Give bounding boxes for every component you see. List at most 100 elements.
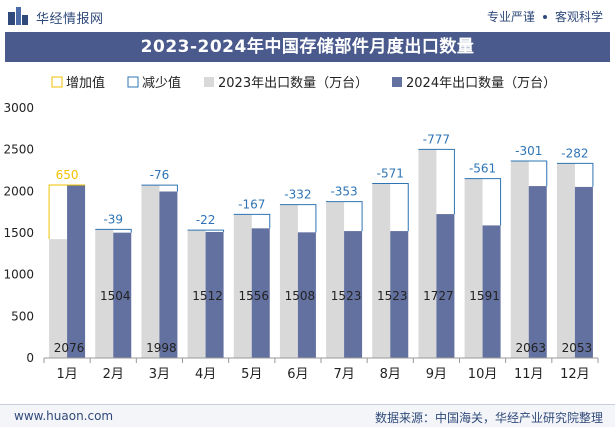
- change-label: -167: [238, 197, 265, 211]
- change-label: -301: [515, 144, 542, 158]
- change-bracket: [418, 148, 455, 215]
- change-label: -22: [196, 213, 216, 227]
- data-source: 数据来源：中国海关，华经产业研究院整理: [374, 411, 603, 425]
- legend-label-2: 减少值: [142, 75, 181, 91]
- bar-2024: [113, 232, 132, 358]
- change-bracket: [233, 213, 271, 229]
- bar-2023: [95, 229, 114, 358]
- change-label: 650: [56, 168, 79, 182]
- bar-2023: [418, 149, 437, 358]
- legend-swatch-increase: [51, 76, 63, 88]
- slogan: 专业严谨 客观科学: [487, 8, 603, 25]
- bar-2023: [464, 178, 483, 358]
- y-tick-label: 2000: [3, 184, 34, 198]
- change-bracket: [187, 229, 225, 232]
- value-label-2024: 1727: [423, 289, 454, 303]
- change-bracket: [141, 184, 178, 192]
- x-tick-label: 3月: [149, 367, 170, 382]
- change-label: -561: [469, 162, 496, 176]
- change-bracket: [510, 160, 548, 187]
- value-label-2024: 1523: [331, 289, 362, 303]
- top-bar: 华经情报网 专业严谨 客观科学: [0, 0, 615, 32]
- x-tick-label: 10月: [468, 367, 498, 382]
- bar-2023: [187, 230, 206, 358]
- x-tick-label: 2月: [103, 367, 124, 382]
- website-link[interactable]: www.huaon.com: [14, 409, 114, 423]
- value-label-2024: 1508: [285, 289, 316, 303]
- value-label-2024: 1591: [469, 289, 500, 303]
- change-label: -76: [150, 168, 170, 182]
- change-bracket: [372, 183, 409, 232]
- slogan-tag-1: 专业严谨: [486, 10, 535, 24]
- x-tick-label: 5月: [241, 367, 262, 382]
- legend-swatch-s24: [392, 77, 402, 87]
- bar-2023: [556, 163, 575, 358]
- value-label-2024: 1523: [377, 289, 408, 303]
- value-label-2024: 1512: [192, 289, 223, 303]
- legend-label-4: 2024年出口数量（万台）: [406, 76, 556, 91]
- bar-2024: [251, 228, 270, 358]
- value-label-2024: 2076: [54, 341, 85, 355]
- change-bracket: [48, 184, 86, 240]
- brand-name[interactable]: 华经情报网: [36, 12, 104, 27]
- change-label: -39: [103, 212, 123, 226]
- bar-2023: [510, 161, 529, 358]
- bar-2024: [390, 231, 409, 358]
- bar-2023: [49, 239, 68, 358]
- x-tick-label: 6月: [287, 367, 308, 382]
- chart-title: 2023-2024年中国存储部件月度出口数量: [5, 32, 610, 62]
- legend-swatch-decrease: [127, 76, 139, 88]
- change-label: -332: [284, 188, 311, 202]
- bar-2023: [326, 201, 345, 358]
- legend-label-3: 2023年出口数量（万台）: [218, 76, 368, 91]
- huajing-logo-icon: [8, 7, 28, 25]
- value-label-2024: 2063: [515, 341, 546, 355]
- bar-2024: [297, 232, 316, 358]
- x-tick-label: 7月: [333, 367, 354, 382]
- bar-2024: [344, 231, 363, 358]
- legend-label-1: 增加值: [66, 75, 105, 91]
- bar-2023: [279, 204, 298, 358]
- value-label-2024: 1998: [146, 341, 177, 355]
- y-tick-label: 500: [11, 309, 34, 323]
- change-bracket: [464, 178, 502, 226]
- bar-2024: [574, 186, 593, 358]
- slogan-tag-2: 客观科学: [554, 10, 603, 24]
- legend-swatch-s23: [204, 77, 214, 87]
- bar-2024: [159, 191, 178, 358]
- bar-2024: [205, 232, 224, 358]
- x-tick-label: 12月: [560, 367, 590, 382]
- value-label-2024: 1504: [100, 289, 131, 303]
- x-tick-label: 9月: [426, 367, 447, 382]
- change-bracket: [326, 201, 363, 232]
- separator-dot-icon: [542, 14, 547, 19]
- change-bracket: [556, 162, 594, 187]
- change-label: -571: [377, 167, 404, 181]
- y-tick-label: 0: [26, 351, 34, 365]
- bar-2023: [233, 214, 252, 358]
- x-tick-label: 1月: [56, 367, 77, 382]
- change-bracket: [279, 204, 317, 233]
- value-label-2024: 2053: [562, 341, 593, 355]
- bar-2023: [141, 185, 160, 358]
- bar-2024: [436, 214, 455, 358]
- change-label: -282: [561, 146, 588, 160]
- bar-2024: [528, 186, 547, 358]
- bar-2024: [482, 225, 501, 358]
- change-label: -777: [423, 132, 450, 146]
- x-tick-label: 11月: [514, 367, 544, 382]
- change-label: -353: [330, 185, 357, 199]
- footer: www.huaon.com 数据来源：中国海关，华经产业研究院整理: [0, 404, 615, 427]
- y-tick-label: 2500: [3, 143, 34, 157]
- x-tick-label: 4月: [195, 367, 216, 382]
- value-label-2024: 1556: [238, 289, 269, 303]
- bar-2024: [67, 185, 86, 358]
- y-tick-label: 1000: [3, 268, 34, 282]
- y-tick-label: 3000: [3, 101, 34, 115]
- x-tick-label: 8月: [380, 367, 401, 382]
- bar-chart: 增加值 减少值 2023年出口数量（万台） 2024年出口数量（万台） 0 500 1000…: [3, 75, 599, 382]
- y-tick-label: 1500: [3, 226, 34, 240]
- change-bracket: [95, 228, 132, 233]
- bar-2023: [372, 183, 391, 358]
